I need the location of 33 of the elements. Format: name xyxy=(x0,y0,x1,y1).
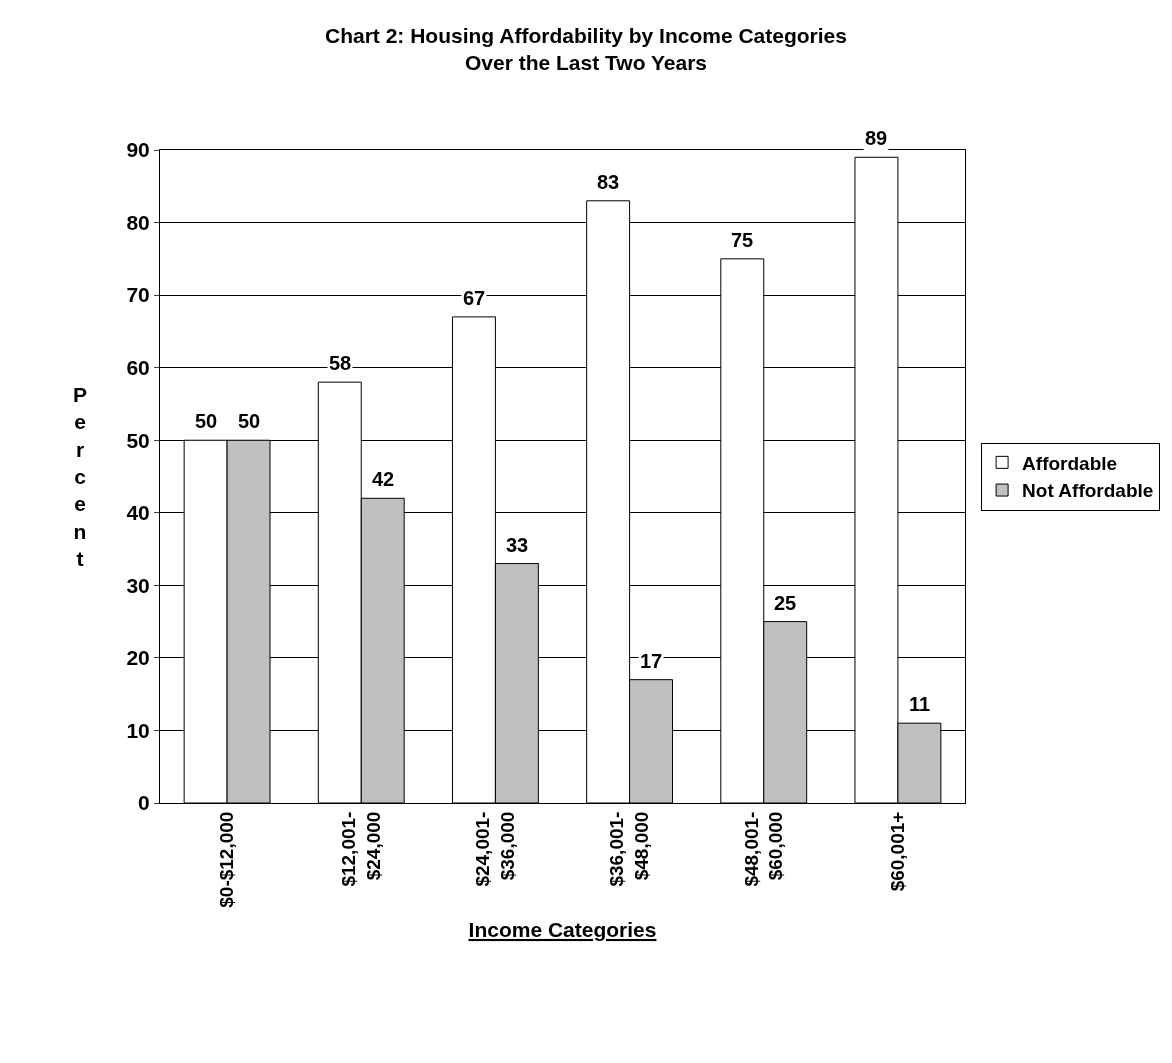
data-label: 17 xyxy=(640,650,663,672)
data-label: 42 xyxy=(372,468,395,490)
x-tick-label: $12,001- $24,000 xyxy=(338,811,384,887)
chart-title: Chart 2: Housing Affordability by Income Categories Over the Last Two Years xyxy=(325,23,847,74)
x-tick-label: $0-$12,000 xyxy=(216,811,238,908)
data-label: 11 xyxy=(909,693,931,715)
y-tick-label: 0 xyxy=(138,791,150,815)
x-axis-title: Income Categories xyxy=(468,917,657,941)
y-tick-label: 90 xyxy=(126,138,150,162)
y-tick-label: 60 xyxy=(126,356,150,380)
y-tick-label: 50 xyxy=(126,428,150,452)
data-label: 58 xyxy=(329,352,352,374)
data-label: 75 xyxy=(731,229,754,251)
y-tick-label: 20 xyxy=(126,646,150,670)
y-tick-label: 40 xyxy=(126,501,150,525)
x-tick-label: $24,001- $36,000 xyxy=(472,811,518,887)
data-label: 67 xyxy=(463,287,486,309)
x-tick-label: $36,001- $48,000 xyxy=(606,811,653,887)
data-label: 89 xyxy=(865,127,888,149)
y-tick-label: 30 xyxy=(126,573,150,597)
x-tick-label: $60,001+ xyxy=(887,811,909,892)
y-tick-label: 80 xyxy=(126,210,150,234)
x-tick-label: $48,001- $60,000 xyxy=(740,811,787,887)
y-tick-label: 70 xyxy=(126,283,150,307)
y-tick-label: 10 xyxy=(126,718,150,742)
y-axis-title: Percent xyxy=(73,383,88,570)
legend-label: Affordable xyxy=(1022,452,1118,474)
data-label: 83 xyxy=(597,171,620,193)
data-label: 50 xyxy=(195,410,218,432)
legend-label: Not Affordable xyxy=(1022,480,1154,502)
data-label: 25 xyxy=(774,592,797,614)
data-label: 33 xyxy=(506,534,529,556)
data-label: 50 xyxy=(238,410,261,432)
